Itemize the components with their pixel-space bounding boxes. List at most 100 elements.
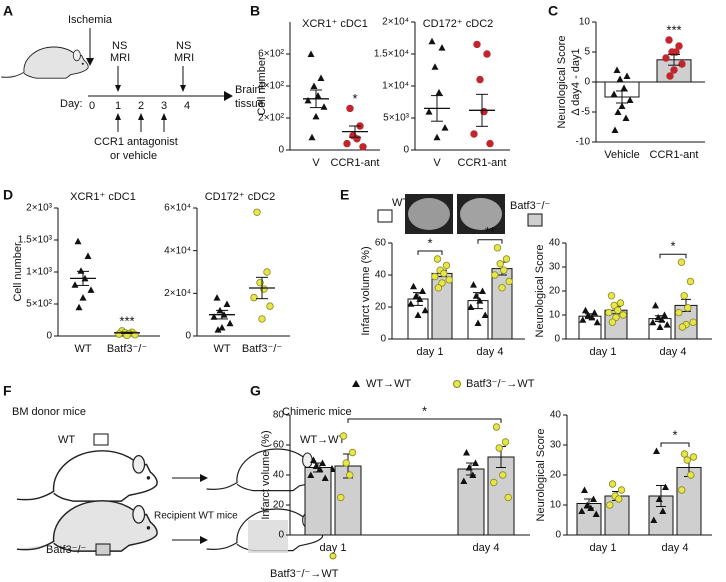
data-point [346,104,354,113]
data-point [656,323,664,330]
data-point [359,143,367,151]
y-axis-label: Infarct volume (%) [360,246,372,335]
y-tick-label: 40 [273,470,285,481]
data-point [465,464,473,471]
day-number: 3 [161,100,167,112]
x-tick-label: day 4 [662,542,689,554]
significance: *** [666,22,681,37]
diagram-f: BM donor mice WT Batf3⁻/⁻ Recipient WT m… [12,406,352,580]
arrow-head [115,113,121,120]
panel-letter: F [3,383,12,399]
data-point [470,130,478,138]
data-point [492,423,501,431]
y-tick-label: 0 [278,145,284,156]
x-tick-label: Batf3⁻/⁻ [242,343,283,355]
significance: * [672,427,677,442]
donor-title: BM donor mice [12,406,86,418]
x-tick-label: day 4 [660,346,687,358]
data-point [678,323,687,331]
assessment-label: NS [176,40,191,52]
data-point [316,465,324,472]
data-point [650,516,658,523]
data-point [310,82,318,89]
significance-bracket [417,250,443,255]
data-point [578,507,586,514]
y-axis-label: Neurological Score [535,429,547,522]
data-point [433,255,442,263]
data-point [590,495,597,502]
day-label: Day: [60,98,83,110]
chimera-label: Batf3⁻/⁻→WT [270,568,339,580]
arrow-head [180,85,186,92]
legend-g: WT→WT Batf3⁻/⁻→WT [352,378,535,390]
y-tick-label: 0 [403,145,409,156]
data-point [491,271,499,279]
mouse-icon [16,500,158,552]
y-tick-label: 10 [550,500,562,511]
data-point [607,292,616,300]
data-point [608,480,617,488]
y-tick-label: 5×10³ [383,113,410,124]
data-point [608,318,617,326]
y-tick-label: 0 [555,530,561,541]
mouse-icon [0,46,89,79]
data-point [460,477,468,484]
panel-letter: A [3,3,13,19]
data-point [266,302,274,310]
data-point [610,301,618,310]
legend-label: Batf3⁻/⁻→WT [466,378,535,390]
data-point [308,133,316,141]
y-tick-label: 0 [278,530,284,541]
data-point [479,287,486,294]
y-axis-label: Cell number [12,242,24,302]
data-point [258,315,266,323]
data-point [593,318,601,326]
data-point [320,103,328,110]
y-tick-label: 40 [549,238,561,249]
data-point [675,308,683,317]
data-point [611,126,619,133]
data-point [433,133,441,141]
y-tick-label: 0 [46,331,52,342]
legend-label: WT→WT [366,378,411,390]
y-tick-label: 4×10² [258,81,285,92]
data-point [583,501,591,508]
data-point [626,96,634,103]
data-point [579,316,587,323]
data-point [502,255,511,263]
data-point [665,36,673,44]
y-tick-label: 2×10⁴ [382,17,409,28]
legend-label: Batf3⁻/⁻ [510,200,551,212]
data-point [428,37,436,45]
data-point [473,40,481,49]
data-point [472,292,480,299]
data-point [307,50,315,57]
y-tick-label: 4×10⁴ [164,245,191,256]
data-point [582,306,589,314]
y-tick-label: 0 [584,77,590,88]
y-tick-label: 40 [550,410,562,421]
data-point [689,453,698,461]
y-tick-label: 1.5×10³ [18,235,53,246]
significance-bracket [477,239,503,244]
significance: * [352,91,357,106]
significance-bracket [347,418,502,423]
data-point [680,292,688,300]
data-point [606,501,614,509]
significance-bracket [660,442,690,447]
data-point [481,311,489,318]
data-point [343,139,351,148]
data-point [617,486,626,494]
data-point [469,471,477,478]
ischemia-label: Ischemia [68,14,113,26]
x-tick-label: WT [213,343,230,355]
bar [676,467,702,536]
data-point [438,279,446,287]
data-point [605,308,613,317]
y-tick-label: 30 [550,440,562,451]
data-point [686,277,695,286]
data-point [505,277,513,286]
data-point [319,459,326,466]
data-point [414,311,422,318]
